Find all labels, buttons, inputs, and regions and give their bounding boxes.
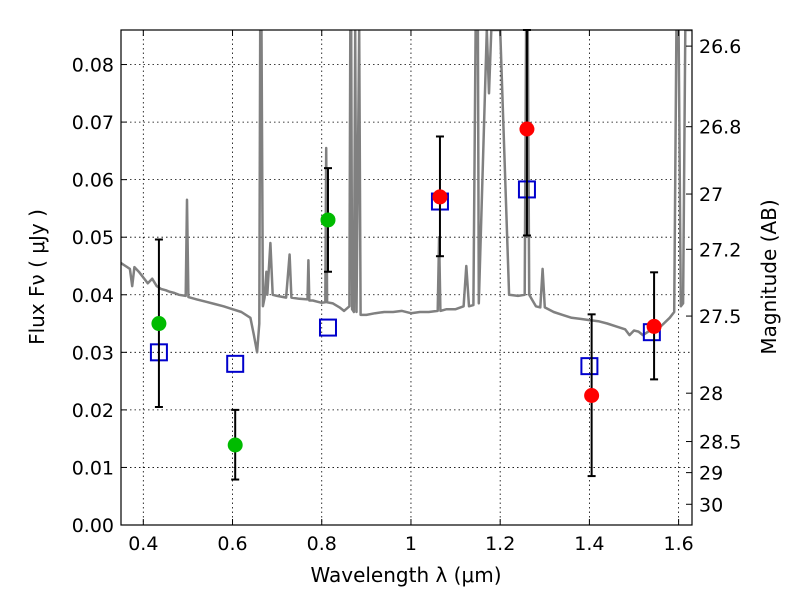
y-tick-label: 0.06 (72, 170, 114, 192)
model-square-marker (226, 354, 245, 373)
model-spectrum (121, 30, 692, 354)
x-tick-label: 0.8 (307, 533, 337, 555)
tick-labels: 0.4 0.6 0.8 1 1.2 1.4 1.6 0.00 0.01 0.02 0.03 0.04 0… (72, 36, 742, 555)
flux-point-marker (584, 387, 600, 403)
x-tick-label: 0.4 (128, 533, 158, 555)
axis-ticks (121, 30, 692, 526)
x-axis-title: Wavelength λ (μm) (310, 563, 501, 587)
x-tick-label: 1.4 (574, 533, 604, 555)
y-tick-label: 0.01 (72, 457, 114, 479)
y2-tick-label: 28.5 (699, 432, 741, 454)
x-tick-label: 0.6 (217, 533, 247, 555)
grid (121, 30, 692, 525)
flux-point-marker (519, 121, 535, 137)
model-square-marker (318, 318, 337, 337)
flux-point-marker (151, 316, 167, 332)
y2-tick-label: 28 (699, 383, 723, 405)
y-tick-label: 0.00 (72, 515, 114, 537)
y2-tick-label: 30 (699, 494, 723, 516)
y2-tick-label: 27.5 (699, 306, 741, 328)
model-square-marker (580, 357, 599, 376)
photometry-points (149, 29, 662, 481)
y-tick-label: 0.03 (72, 342, 114, 364)
x-tick-label: 1.2 (485, 533, 515, 555)
y2-tick-label: 26.6 (699, 36, 741, 58)
x-tick-label: 1 (405, 533, 417, 555)
y2-tick-label: 27 (699, 184, 723, 206)
spectrum-line (121, 30, 692, 354)
y-axis-title: Flux Fν ( μJy ) (25, 209, 49, 345)
y-tick-label: 0.08 (72, 55, 114, 77)
y2-axis-title: Magnitude (AB) (757, 199, 781, 354)
y2-tick-label: 29 (699, 463, 723, 485)
flux-point-marker (646, 318, 662, 334)
flux-point-marker (227, 437, 243, 453)
plot-frame (120, 29, 693, 526)
y-tick-label: 0.02 (72, 400, 114, 422)
y-tick-label: 0.05 (72, 227, 114, 249)
y2-tick-label: 27.2 (699, 239, 741, 261)
plot-background (121, 30, 692, 525)
y-tick-label: 0.07 (72, 112, 114, 134)
y2-tick-label: 26.8 (699, 117, 741, 139)
x-tick-label: 1.6 (664, 533, 694, 555)
y-tick-label: 0.04 (72, 285, 114, 307)
flux-point-marker (320, 212, 336, 228)
flux-point-marker (432, 189, 448, 205)
